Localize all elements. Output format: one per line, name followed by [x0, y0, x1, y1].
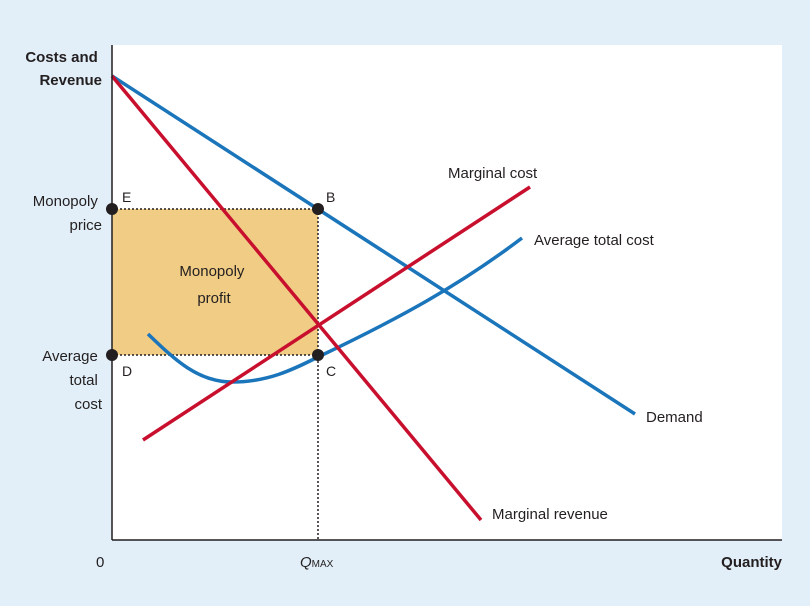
average-total-cost-curve — [146, 236, 524, 384]
y-axis-title: Costs and Revenue — [25, 49, 102, 89]
point-e-label: E — [122, 189, 131, 205]
point-b — [312, 203, 324, 215]
monopoly-price-label: Monopoly price — [33, 193, 102, 234]
point-c — [312, 349, 324, 361]
point-d-label: D — [122, 363, 132, 379]
demand-curve — [111, 74, 636, 416]
x-axis-title: Quantity — [721, 554, 782, 571]
origin-label: 0 — [96, 554, 104, 571]
point-c-label: C — [326, 363, 336, 379]
monopoly-profit-area — [112, 209, 318, 355]
marginal-cost-label: Marginal cost — [448, 165, 538, 182]
average-total-cost-label: Average total cost — [42, 348, 103, 413]
atc-curve-label: Average total cost — [534, 232, 655, 249]
demand-label: Demand — [646, 409, 703, 426]
point-b-label: B — [326, 189, 335, 205]
point-e — [106, 203, 118, 215]
q-max-label: QMAX — [300, 554, 334, 571]
profit-label: Monopoly profit — [179, 263, 248, 307]
point-d — [106, 349, 118, 361]
marginal-cost-curve — [142, 185, 531, 442]
marginal-revenue-curve — [110, 74, 483, 522]
marginal-revenue-label: Marginal revenue — [492, 506, 608, 523]
